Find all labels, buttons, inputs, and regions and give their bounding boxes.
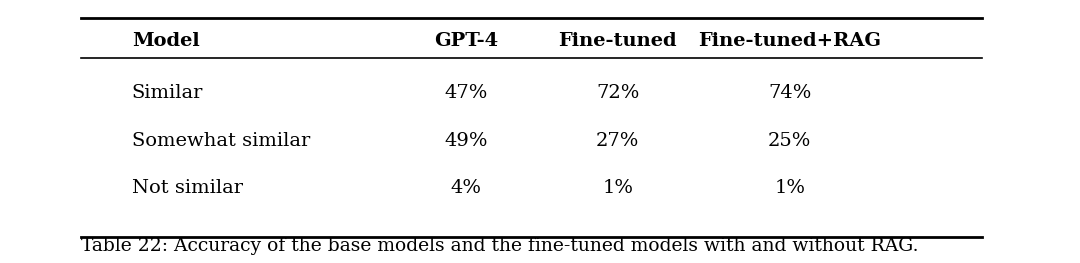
Text: 47%: 47% — [444, 84, 487, 102]
Text: 72%: 72% — [596, 84, 639, 102]
Text: 4%: 4% — [450, 179, 482, 197]
Text: 1%: 1% — [603, 179, 633, 197]
Text: 27%: 27% — [596, 132, 639, 150]
Text: Fine-tuned+RAG: Fine-tuned+RAG — [699, 32, 881, 50]
Text: Model: Model — [132, 32, 200, 50]
Text: 1%: 1% — [774, 179, 806, 197]
Text: Similar: Similar — [132, 84, 203, 102]
Text: 25%: 25% — [768, 132, 811, 150]
Text: Somewhat similar: Somewhat similar — [132, 132, 310, 150]
Text: Fine-tuned: Fine-tuned — [558, 32, 677, 50]
Text: Table 22: Accuracy of the base models and the fine-tuned models with and without: Table 22: Accuracy of the base models an… — [81, 237, 918, 255]
Text: 49%: 49% — [444, 132, 487, 150]
Text: 74%: 74% — [768, 84, 811, 102]
Text: GPT-4: GPT-4 — [434, 32, 498, 50]
Text: Not similar: Not similar — [132, 179, 243, 197]
